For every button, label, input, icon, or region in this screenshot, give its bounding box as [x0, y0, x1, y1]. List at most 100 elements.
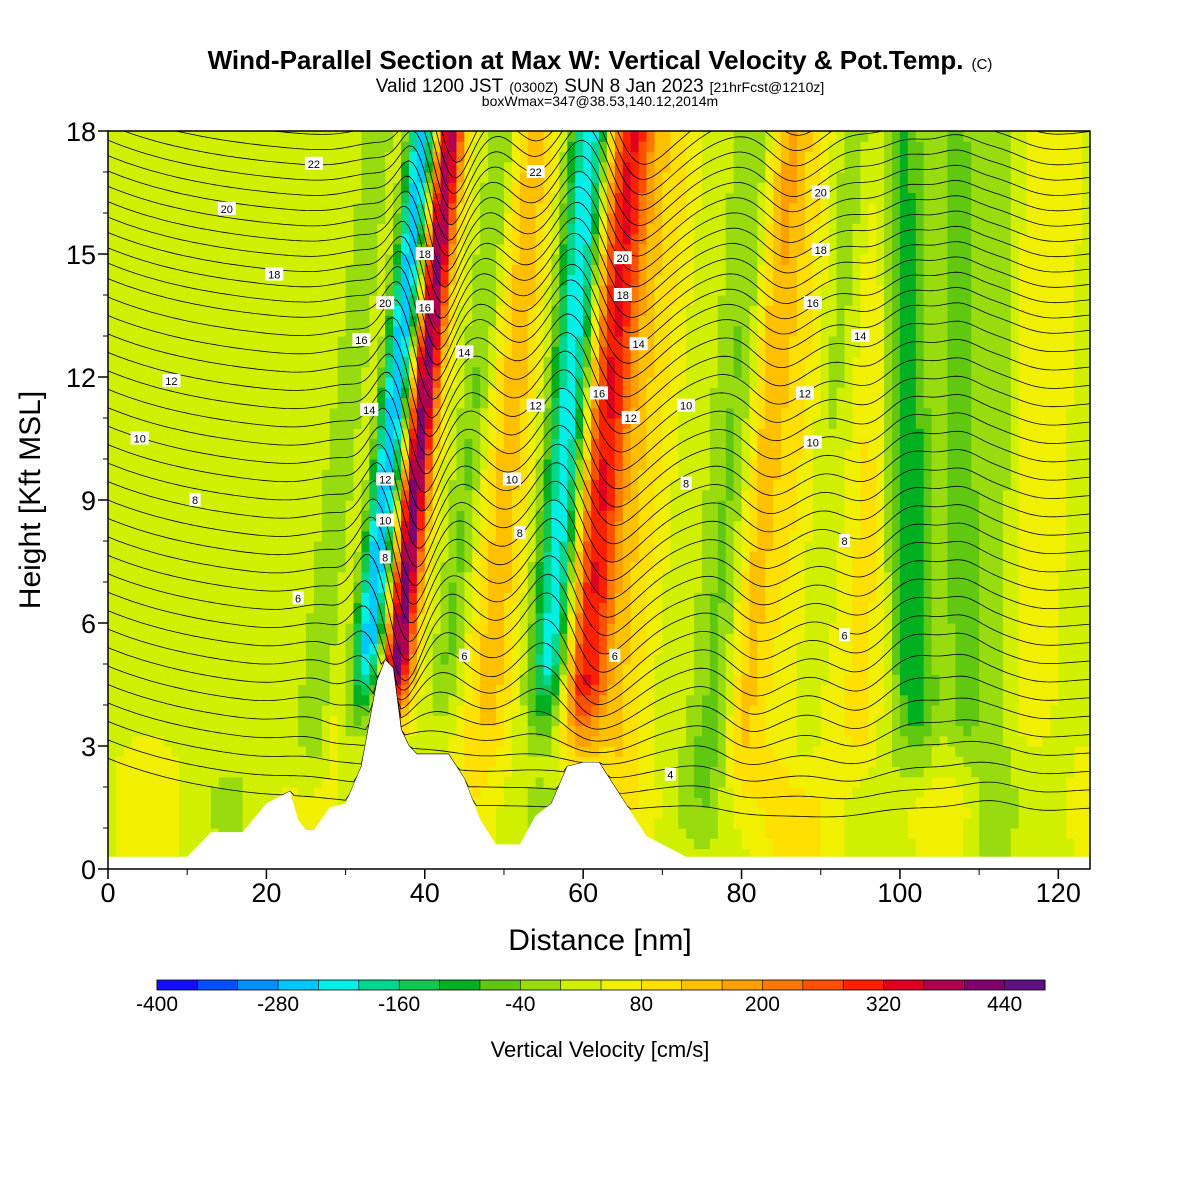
w-cell [329, 131, 339, 142]
w-cell [583, 315, 592, 327]
w-cell [622, 623, 632, 634]
w-cell [559, 489, 568, 501]
w-cell [179, 776, 188, 788]
w-cell [448, 469, 458, 481]
w-cell [424, 325, 434, 337]
w-cell [511, 325, 521, 337]
w-cell [583, 602, 592, 614]
w-cell [543, 787, 553, 798]
w-cell [496, 776, 505, 788]
w-cell [646, 202, 656, 214]
w-cell [147, 612, 157, 624]
w-cell [155, 541, 165, 552]
w-cell [488, 592, 497, 604]
w-cell [171, 356, 180, 368]
w-cell [646, 305, 656, 317]
w-cell [353, 520, 363, 532]
w-cell [187, 254, 196, 265]
w-cell [480, 643, 489, 655]
w-cell [432, 571, 442, 583]
w-cell [163, 274, 172, 286]
w-cell [195, 828, 204, 839]
w-cell [432, 551, 442, 563]
w-cell [258, 366, 267, 378]
w-cell [472, 653, 481, 665]
w-cell [599, 489, 608, 501]
w-cell [187, 397, 196, 409]
w-cell [448, 438, 458, 450]
w-cell [282, 387, 291, 399]
w-cell [187, 530, 196, 542]
w-cell [472, 254, 481, 265]
w-cell [583, 131, 592, 142]
w-cell [432, 295, 442, 306]
w-cell [393, 448, 402, 460]
w-cell [385, 356, 394, 368]
w-cell [646, 448, 656, 460]
w-cell [203, 161, 212, 173]
w-cell [203, 479, 212, 491]
w-cell [503, 735, 513, 747]
w-cell [187, 264, 196, 276]
w-cell [115, 407, 125, 419]
w-cell [591, 612, 600, 624]
w-cell [432, 366, 442, 378]
w-cell [606, 213, 616, 224]
w-cell [480, 254, 489, 265]
w-cell [472, 582, 481, 593]
w-cell [163, 141, 172, 153]
w-cell [408, 664, 418, 675]
w-cell [638, 151, 648, 163]
w-cell [155, 151, 165, 163]
w-cell [147, 202, 157, 214]
w-cell [377, 407, 386, 419]
w-cell [369, 520, 378, 532]
w-cell [274, 284, 283, 296]
w-cell [472, 746, 481, 757]
w-cell [155, 489, 165, 501]
w-cell [298, 735, 307, 747]
w-cell [599, 161, 608, 173]
w-cell [115, 459, 125, 470]
w-cell [218, 161, 228, 173]
w-cell [337, 407, 347, 419]
w-cell [448, 684, 458, 696]
w-cell [218, 520, 228, 532]
w-cell [622, 315, 632, 327]
w-cell [535, 459, 545, 470]
w-cell [329, 674, 339, 686]
w-cell [575, 715, 584, 727]
w-cell [496, 828, 505, 839]
w-cell [345, 715, 355, 727]
w-cell [503, 254, 513, 265]
w-cell [511, 336, 521, 347]
w-cell [337, 787, 347, 798]
w-cell [131, 192, 141, 204]
w-cell [622, 172, 632, 183]
w-cell [123, 776, 133, 788]
w-cell [456, 428, 465, 440]
w-cell [448, 131, 458, 142]
w-cell [432, 438, 442, 450]
w-cell [622, 264, 632, 276]
w-cell [290, 530, 299, 542]
w-cell [139, 848, 149, 860]
w-cell [614, 233, 624, 245]
w-cell [131, 448, 141, 460]
w-cell [329, 479, 339, 491]
w-cell [527, 530, 537, 542]
w-cell [218, 233, 228, 245]
w-cell [638, 715, 648, 727]
w-cell [290, 305, 299, 317]
w-cell [480, 541, 489, 552]
w-cell [630, 520, 640, 532]
w-cell [472, 694, 481, 706]
w-cell [606, 151, 616, 163]
w-cell [614, 510, 624, 522]
w-cell [305, 787, 315, 798]
w-cell [218, 746, 228, 757]
w-cell [599, 172, 608, 183]
w-cell [401, 469, 410, 481]
w-cell [187, 438, 196, 450]
w-cell [369, 684, 378, 696]
